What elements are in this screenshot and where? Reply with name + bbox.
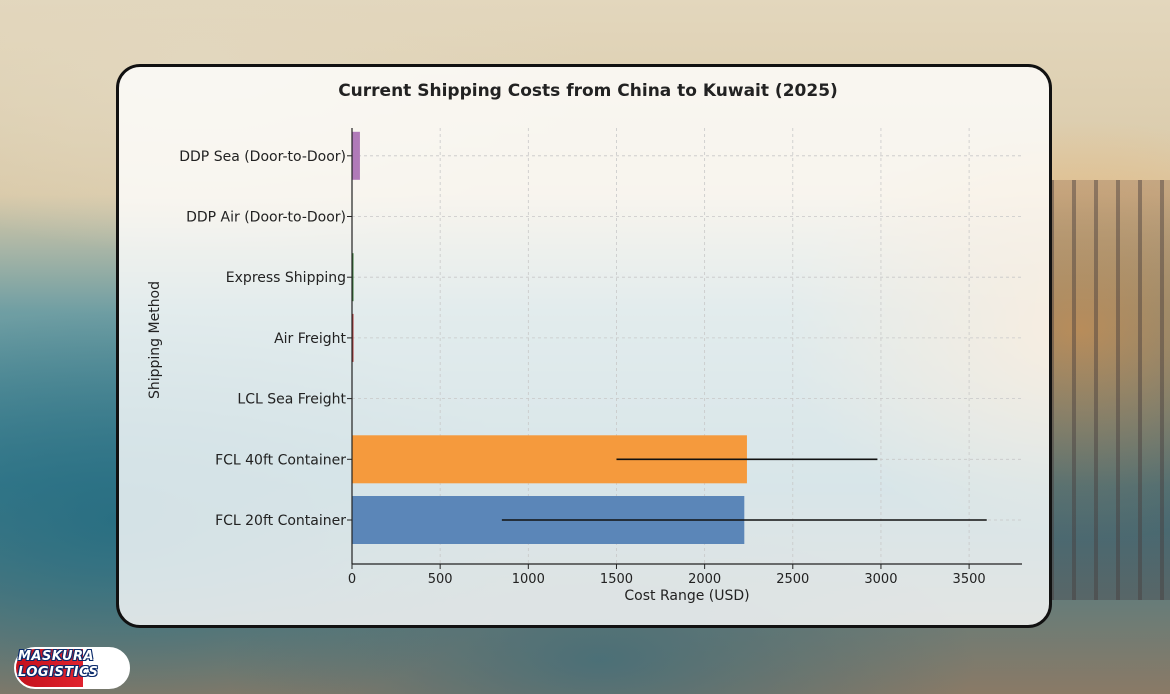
x-tick-label: 2500 <box>776 572 809 587</box>
logo-badge <box>14 647 130 689</box>
error-bars <box>501 458 987 521</box>
bars <box>352 131 747 544</box>
x-tick-label: 1000 <box>512 572 545 587</box>
x-tick-label: 2000 <box>688 572 721 587</box>
logo-wordmark: MASKURA LOGISTICS <box>18 649 114 681</box>
x-tick-label: 500 <box>428 572 453 587</box>
background-cranes <box>1050 180 1170 600</box>
x-tick-label: 1500 <box>600 572 633 587</box>
y-tick-label: DDP Sea (Door-to-Door) <box>179 149 346 165</box>
bar-air-freight <box>352 313 354 362</box>
maskura-logo: MASKURA LOGISTICS <box>14 647 130 689</box>
y-tick-label: DDP Air (Door-to-Door) <box>186 210 346 226</box>
x-tick-labels: 0 500 1000 1500 2000 2500 3000 3500 <box>348 564 986 587</box>
x-tick-label: 0 <box>348 572 356 587</box>
logo-line-1: MASKURA <box>18 649 95 664</box>
y-tick-label: LCL Sea Freight <box>237 392 346 408</box>
logo-line-2: LOGISTICS <box>18 665 99 680</box>
bar-express-shipping <box>352 253 354 302</box>
y-tick-label: Express Shipping <box>226 270 346 286</box>
chart-title: Current Shipping Costs from China to Kuw… <box>338 81 838 101</box>
y-axis-label: Shipping Method <box>147 281 163 399</box>
x-axis-label: Cost Range (USD) <box>624 588 749 604</box>
y-tick-labels: FCL 20ft Container FCL 40ft Container LCL … <box>179 149 352 529</box>
bar-ddp-sea-door-to-door <box>352 131 360 180</box>
y-tick-label: FCL 20ft Container <box>215 513 346 529</box>
x-tick-label: 3500 <box>953 572 986 587</box>
y-tick-label: FCL 40ft Container <box>215 452 346 468</box>
y-tick-label: Air Freight <box>274 331 346 347</box>
x-tick-label: 3000 <box>864 572 897 587</box>
